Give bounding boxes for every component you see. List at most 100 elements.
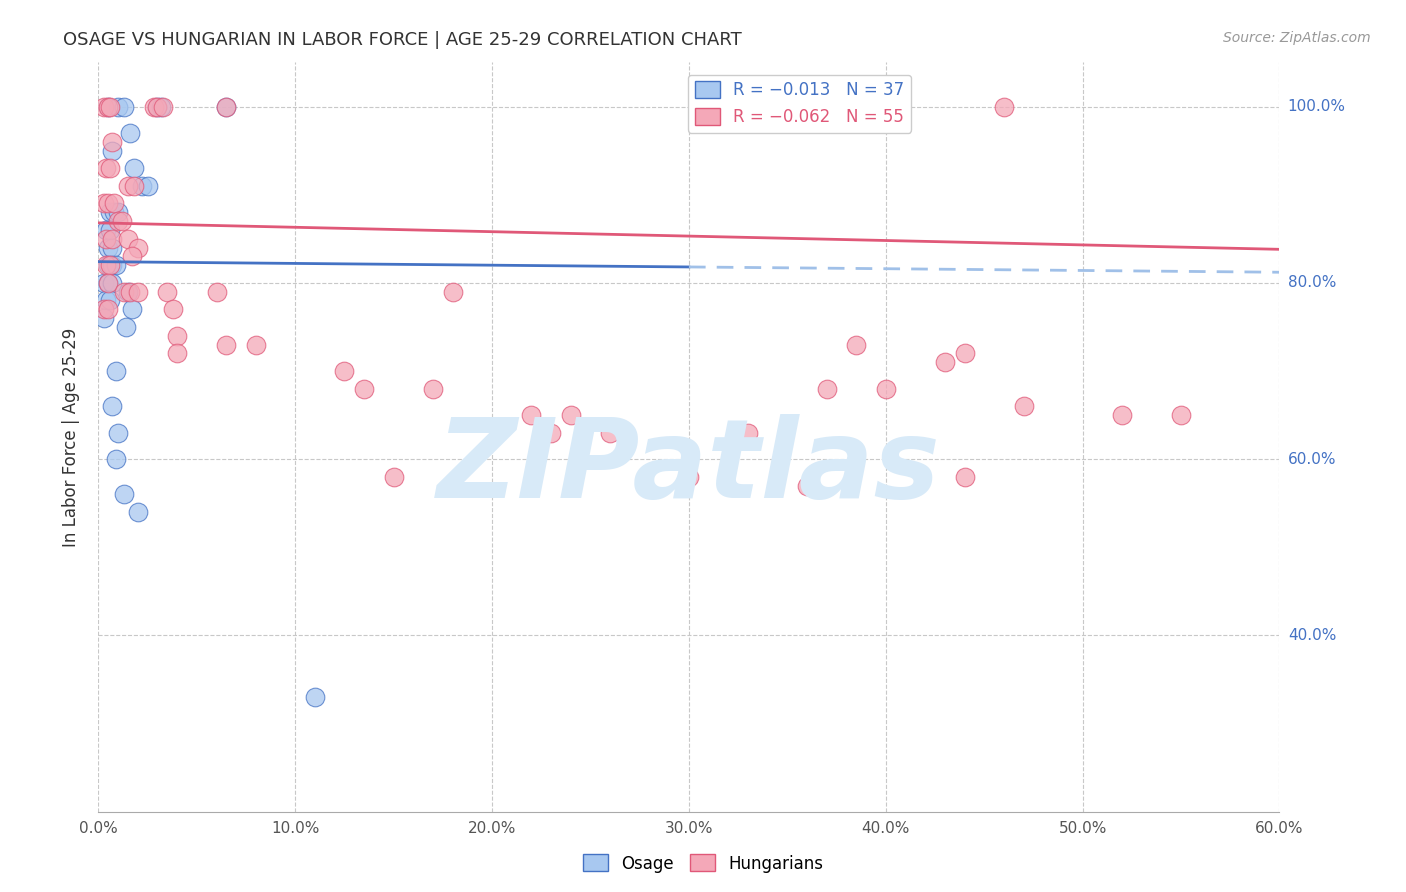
Point [97,302,120,317]
Point [101,135,124,149]
Point [103,196,125,211]
Point [127,241,149,255]
Point [540,425,562,440]
Point [122,178,145,193]
Point [107,214,129,228]
Point [117,178,139,193]
Point [215,99,238,113]
Point [150,99,173,113]
Point [152,99,174,113]
Point [215,337,238,351]
Point [97,196,120,211]
Point [97,99,120,113]
Point [115,319,138,334]
Point [156,285,179,299]
Point [103,205,125,219]
Point [422,382,444,396]
Point [166,328,188,343]
Text: 40.0%: 40.0% [1288,628,1336,643]
Point [96,232,118,246]
Point [105,258,128,272]
Text: Source: ZipAtlas.com: Source: ZipAtlas.com [1223,31,1371,45]
Text: OSAGE VS HUNGARIAN IN LABOR FORCE | AGE 25-29 CORRELATION CHART: OSAGE VS HUNGARIAN IN LABOR FORCE | AGE … [63,31,742,49]
Point [97,276,120,290]
Point [162,302,184,317]
Point [93,311,115,326]
Point [1170,408,1192,422]
Point [520,408,543,422]
Point [107,99,129,113]
Point [121,249,143,263]
Text: 80.0%: 80.0% [1288,276,1336,290]
Text: 100.0%: 100.0% [1288,99,1346,114]
Point [953,469,976,483]
Point [796,478,818,492]
Point [560,408,582,422]
Y-axis label: In Labor Force | Age 25-29: In Labor Force | Age 25-29 [62,327,80,547]
Point [93,302,115,317]
Point [101,258,124,272]
Point [96,258,118,272]
Point [96,161,118,176]
Point [737,425,759,440]
Legend: R = −0.013   N = 37, R = −0.062   N = 55: R = −0.013 N = 37, R = −0.062 N = 55 [688,75,911,133]
Point [845,337,868,351]
Point [98,258,121,272]
Point [599,425,621,440]
Point [112,487,135,501]
Point [97,258,120,272]
Point [101,144,124,158]
Point [122,161,145,176]
Point [304,690,326,705]
Point [127,505,149,519]
Point [101,241,124,255]
Point [333,364,356,378]
Point [101,232,124,246]
Point [146,99,169,113]
Point [382,469,405,483]
Point [215,99,238,113]
Point [166,346,188,360]
Point [98,223,121,237]
Point [127,285,149,299]
Point [1012,399,1035,413]
Point [131,178,153,193]
Point [146,99,169,113]
Point [98,161,121,176]
Point [117,285,139,299]
Point [105,452,128,467]
Point [112,285,135,299]
Point [93,276,115,290]
Point [98,293,121,308]
Point [118,126,141,140]
Text: ZIPatlas: ZIPatlas [437,414,941,521]
Point [142,99,165,113]
Point [97,276,120,290]
Point [97,99,120,113]
Point [96,293,118,308]
Point [953,346,976,360]
Point [934,355,956,369]
Legend: Osage, Hungarians: Osage, Hungarians [576,847,830,880]
Point [93,99,115,113]
Point [815,382,838,396]
Point [245,337,267,351]
Text: 60.0%: 60.0% [1288,451,1336,467]
Point [993,99,1015,113]
Point [117,232,139,246]
Point [101,276,124,290]
Point [107,205,129,219]
Point [97,241,120,255]
Point [1111,408,1133,422]
Point [118,285,141,299]
Point [111,214,134,228]
Point [96,223,118,237]
Point [98,205,121,219]
Point [875,382,897,396]
Point [441,285,464,299]
Point [136,178,159,193]
Point [205,285,228,299]
Point [101,399,124,413]
Point [353,382,375,396]
Point [93,196,115,211]
